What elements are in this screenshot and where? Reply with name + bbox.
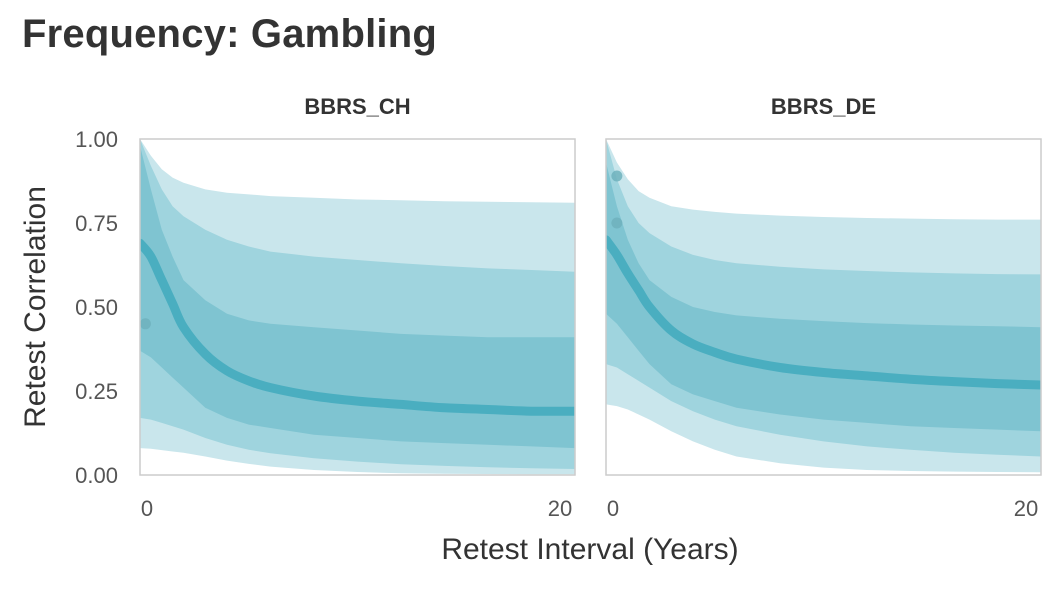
plot-area bbox=[606, 139, 1041, 473]
x-tick-label: 20 bbox=[548, 496, 572, 521]
panel-title: BBRS_DE bbox=[771, 94, 876, 119]
panel-0: BBRS_CH 0 20 0.00 0.25 0.50 0.75 1.00 bbox=[75, 94, 576, 521]
x-tick-label: 20 bbox=[1014, 496, 1038, 521]
panels-layer: BBRS_CH 0 20 0.00 0.25 0.50 0.75 1.00 BBRS_DE 0 20 bbox=[75, 94, 1042, 521]
x-tick-label: 0 bbox=[607, 496, 619, 521]
panel-1: BBRS_DE 0 20 bbox=[605, 94, 1042, 521]
panel-frame bbox=[605, 138, 1042, 476]
panel-frame bbox=[139, 138, 576, 476]
band-inner bbox=[606, 162, 1041, 432]
y-tick-label: 0.00 bbox=[75, 463, 118, 488]
y-tick-label: 1.00 bbox=[75, 127, 118, 152]
data-point bbox=[140, 318, 151, 330]
y-axis-label: Retest Correlation bbox=[19, 186, 52, 428]
plot-area bbox=[140, 139, 575, 475]
x-tick-label: 0 bbox=[141, 496, 153, 521]
band-inner bbox=[140, 145, 575, 449]
panel-title: BBRS_CH bbox=[304, 94, 410, 119]
y-tick-label: 0.25 bbox=[75, 379, 118, 404]
y-tick-label: 0.50 bbox=[75, 295, 118, 320]
data-point bbox=[611, 170, 623, 182]
median-line bbox=[140, 238, 575, 416]
median-line bbox=[606, 235, 1041, 390]
x-axis-label: Retest Interval (Years) bbox=[441, 533, 738, 566]
page-title: Frequency: Gambling bbox=[22, 12, 437, 56]
y-tick-label: 0.75 bbox=[75, 211, 118, 236]
data-point bbox=[611, 217, 623, 229]
